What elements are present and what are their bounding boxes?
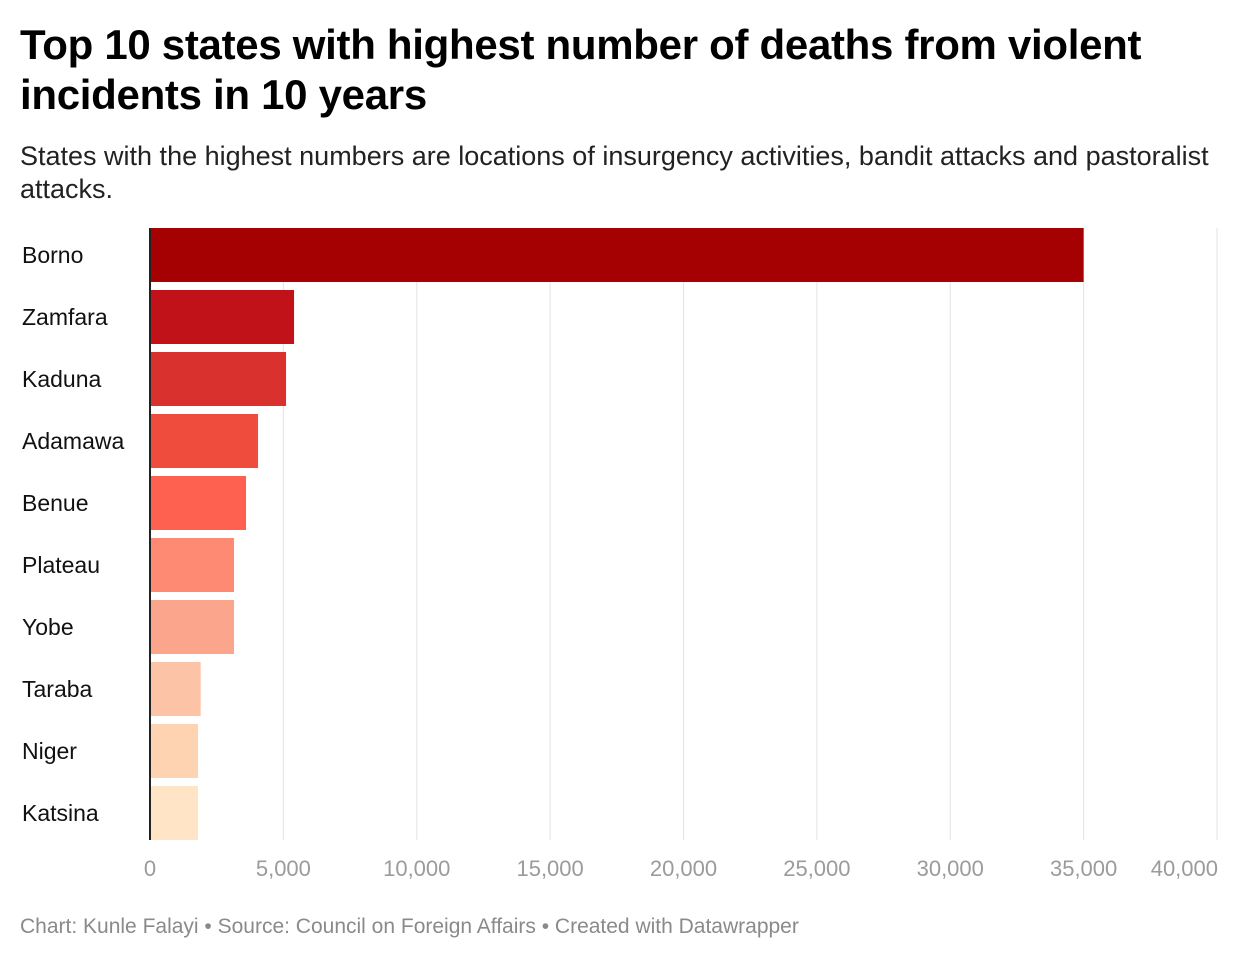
bar-zamfara [150,290,295,344]
category-label-katsina: Katsina [22,800,99,826]
category-label-borno: Borno [22,242,83,268]
category-label-adamawa: Adamawa [22,428,124,454]
bar-kaduna [150,352,287,406]
category-label-zamfara: Zamfara [22,304,108,330]
category-labels: Borno Zamfara Kaduna Adamawa Benue Plateau Yob… [22,242,124,826]
chart-title: Top 10 states with highest number of dea… [20,21,1142,118]
x-tick-label: 30,000 [917,856,984,881]
chart-subtitle: States with the highest numbers are loca… [20,141,1209,204]
gridlines [282,228,1218,840]
x-tick-label: 25,000 [783,856,850,881]
bar-adamawa [150,414,259,468]
x-tick-label: 40,000 [1151,856,1218,881]
bar-katsina [150,786,199,840]
bars [150,228,1084,840]
bar-niger [150,724,199,778]
x-tick-label: 35,000 [1050,856,1117,881]
x-tick-label: 20,000 [650,856,717,881]
category-label-yobe: Yobe [22,614,74,640]
x-axis-ticks: 0 5,000 10,000 15,000 20,000 25,000 30,000 35,0… [144,856,1218,881]
bar-yobe [150,600,235,654]
chart-footer: Chart: Kunle Falayi • Source: Council on… [20,915,799,938]
x-tick-label: 0 [144,856,156,881]
bar-taraba [150,662,201,716]
category-label-kaduna: Kaduna [22,366,102,392]
category-label-plateau: Plateau [22,552,100,578]
bar-benue [150,476,247,530]
bar-borno [150,228,1084,282]
category-label-taraba: Taraba [22,676,93,702]
x-tick-label: 5,000 [256,856,311,881]
category-label-benue: Benue [22,490,89,516]
x-tick-label: 15,000 [516,856,583,881]
category-label-niger: Niger [22,738,77,764]
bar-plateau [150,538,235,592]
x-tick-label: 10,000 [383,856,450,881]
